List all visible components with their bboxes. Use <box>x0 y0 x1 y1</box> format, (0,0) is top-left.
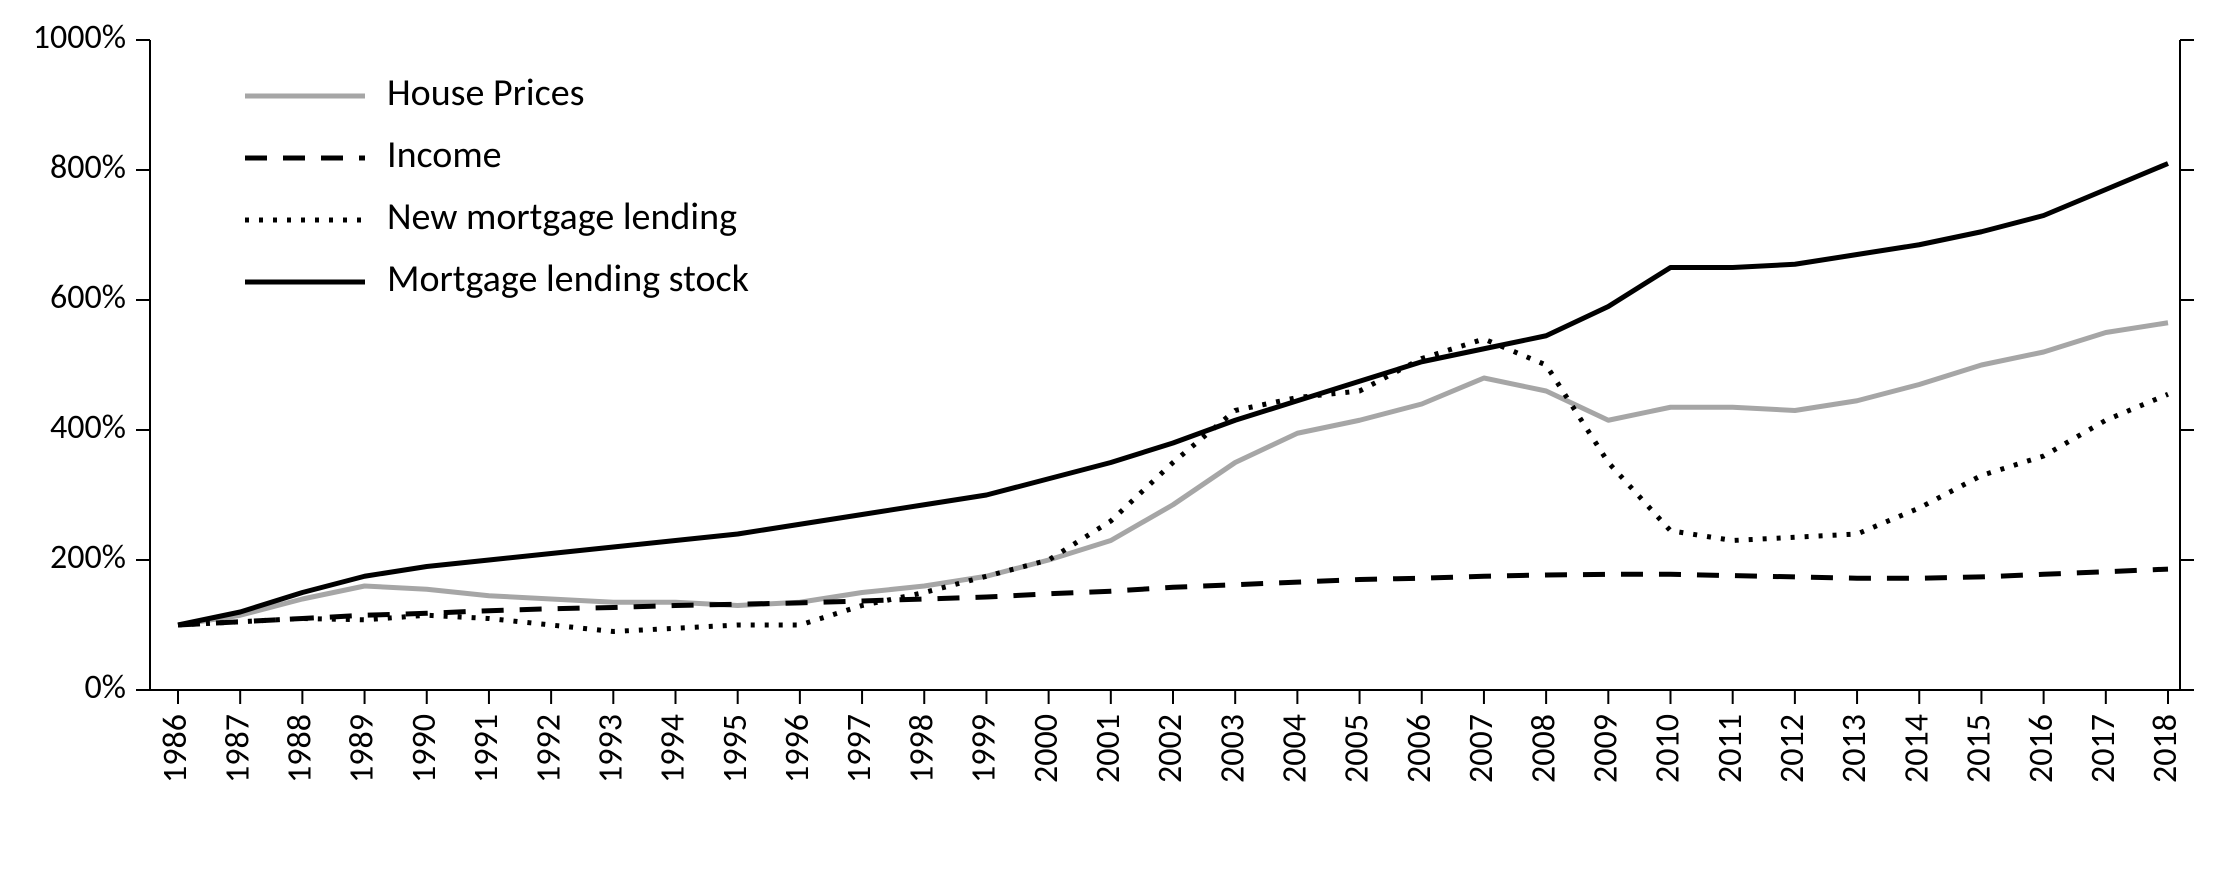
y-tick-label: 200% <box>50 537 126 578</box>
x-tick-label: 2013 <box>1834 714 1875 783</box>
x-tick-label: 2007 <box>1461 714 1502 783</box>
legend-label: House Prices <box>387 70 584 116</box>
legend-label: Income <box>387 132 502 178</box>
x-tick-label: 2012 <box>1772 714 1813 783</box>
x-tick-label: 1998 <box>901 714 942 783</box>
legend-label: Mortgage lending stock <box>387 256 749 302</box>
x-tick-label: 2009 <box>1585 714 1626 783</box>
x-tick-label: 1991 <box>466 714 507 783</box>
y-tick-label: 1000% <box>33 17 126 58</box>
x-tick-label: 1987 <box>217 714 258 783</box>
x-tick-label: 1996 <box>777 714 818 783</box>
x-tick-label: 1999 <box>964 714 1005 783</box>
x-tick-label: 1986 <box>155 714 196 783</box>
x-tick-label: 2002 <box>1150 714 1191 783</box>
y-tick-label: 400% <box>50 407 126 448</box>
x-tick-label: 1994 <box>653 714 694 783</box>
x-tick-label: 2005 <box>1337 714 1378 783</box>
x-tick-label: 1989 <box>342 714 383 783</box>
x-tick-label: 2011 <box>1710 714 1751 783</box>
x-tick-label: 1997 <box>839 714 880 783</box>
x-tick-label: 1992 <box>528 714 569 783</box>
y-tick-label: 800% <box>50 147 126 188</box>
x-tick-label: 2017 <box>2083 714 2124 783</box>
x-tick-label: 1990 <box>404 714 445 783</box>
x-tick-label: 2008 <box>1523 714 1564 783</box>
y-tick-label: 600% <box>50 277 126 318</box>
x-tick-label: 2015 <box>1959 714 2000 783</box>
x-tick-label: 2006 <box>1399 714 1440 783</box>
x-tick-label: 2004 <box>1275 714 1316 783</box>
x-tick-label: 2018 <box>2145 714 2186 783</box>
x-tick-label: 2000 <box>1026 714 1067 783</box>
line-chart: 0% 200% 400% 600% 800% 1000% 1986 1987 1988 1989 1… <box>0 0 2218 892</box>
x-tick-label: 1993 <box>590 714 631 783</box>
x-tick-label: 1988 <box>280 714 321 783</box>
x-tick-label: 2016 <box>2021 714 2062 783</box>
legend-label: New mortgage lending <box>387 194 737 240</box>
x-tick-label: 2003 <box>1212 714 1253 783</box>
y-tick-label: 0% <box>84 667 126 708</box>
x-tick-label: 2001 <box>1088 714 1129 783</box>
x-tick-label: 2010 <box>1648 714 1689 783</box>
x-tick-label: 1995 <box>715 714 756 783</box>
x-tick-label: 2014 <box>1896 714 1937 783</box>
